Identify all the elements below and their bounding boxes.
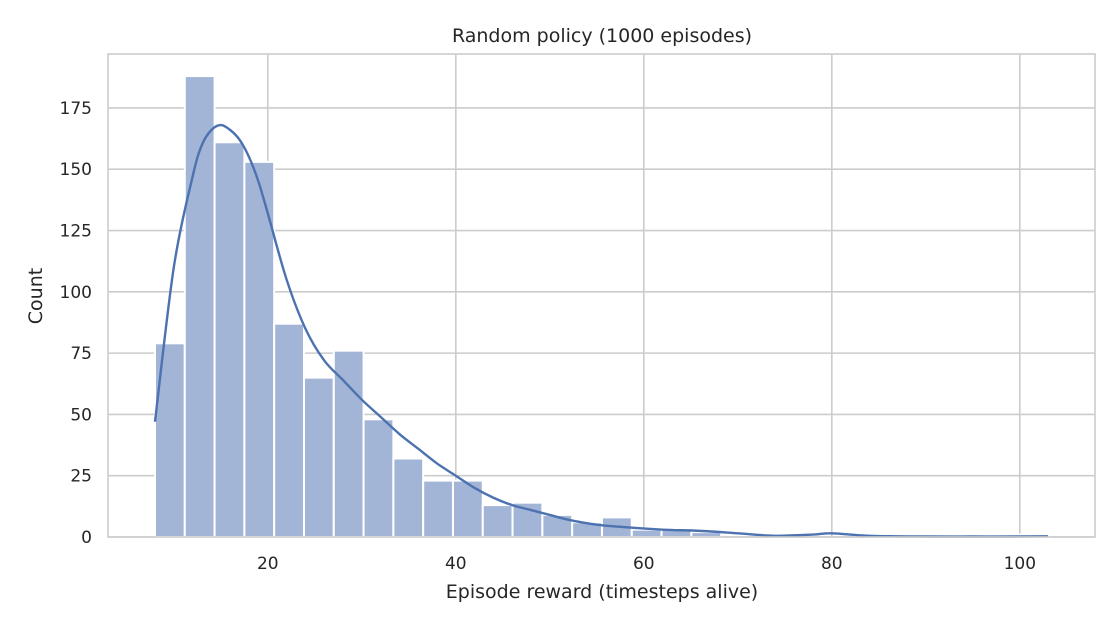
histogram-bar [481,504,514,538]
x-tick-label: 100 [1004,554,1036,574]
plot-frame [107,53,1096,538]
x-tick-label: 40 [445,554,467,574]
y-tick-label: 175 [60,99,92,119]
x-tick-label: 20 [257,554,279,574]
histogram-bar [362,418,395,539]
y-tick-label: 150 [60,160,92,180]
chart-title: Random policy (1000 episodes) [452,25,752,47]
y-tick-labels: 0 25 50 75 100 125 150 175 [60,99,92,548]
histogram-bar [154,342,186,538]
y-tick-label: 125 [60,222,92,242]
histogram-bars [154,75,1050,539]
histogram-bar [392,457,425,539]
histogram-bar [183,75,216,539]
x-tick-label: 60 [633,554,655,574]
histogram-bar [273,322,305,538]
histogram-bar [511,501,544,539]
x-axis-label: Episode reward (timesteps alive) [446,581,758,603]
histogram-bar [630,528,663,538]
y-axis-label: Count [25,268,47,324]
y-tick-label: 50 [70,405,92,425]
kde-curve [153,123,1049,538]
histogram-bar [302,376,335,538]
y-tick-label: 25 [70,467,92,487]
x-tick-labels: 20 40 60 80 100 [257,554,1036,574]
y-tick-label: 75 [70,344,92,364]
y-tick-label: 100 [60,283,92,303]
histogram-bar [213,141,246,539]
histogram-bar [422,479,454,538]
x-tick-label: 80 [821,554,843,574]
y-tick-label: 0 [81,528,92,548]
histogram-bar [332,349,365,538]
